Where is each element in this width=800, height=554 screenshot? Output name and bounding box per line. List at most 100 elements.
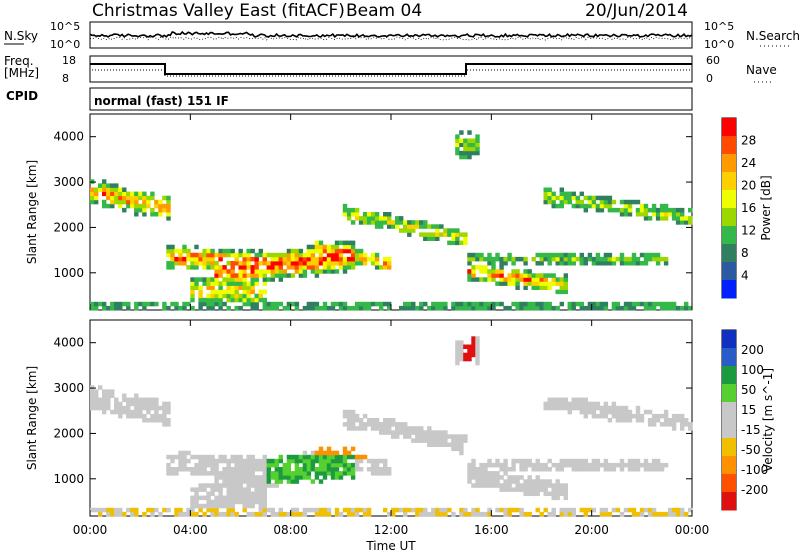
rti-cell xyxy=(98,401,103,407)
rti-cell xyxy=(282,273,287,278)
rti-cell xyxy=(194,499,199,505)
rti-cell xyxy=(663,216,669,221)
rti-cell xyxy=(383,256,388,262)
rti-cell xyxy=(587,409,593,415)
rti-cell xyxy=(387,511,392,517)
rti-cell xyxy=(174,248,179,254)
rti-cell xyxy=(383,216,388,221)
rti-cell xyxy=(387,256,392,262)
rti-cell xyxy=(599,301,605,307)
rti-cell xyxy=(250,305,255,311)
rti-cell xyxy=(130,199,135,205)
rti-cell xyxy=(579,305,584,311)
rti-cell xyxy=(274,301,279,307)
rti-cell xyxy=(278,301,283,307)
rti-cell xyxy=(310,450,316,456)
rti-cell xyxy=(250,289,255,295)
rti-cell xyxy=(130,195,135,201)
rti-cell xyxy=(314,301,320,307)
rti-cell xyxy=(583,413,588,419)
rti-cell xyxy=(90,305,95,311)
rti-cell xyxy=(439,442,444,447)
rti-cell xyxy=(234,256,239,262)
rti-cell xyxy=(495,252,500,258)
rti-cell xyxy=(475,352,480,358)
rti-cell xyxy=(182,462,187,468)
rti-cell xyxy=(266,475,271,480)
rti-cell xyxy=(547,285,552,290)
rti-cell xyxy=(278,454,283,460)
rti-cell xyxy=(511,281,516,286)
rti-cell xyxy=(643,203,649,209)
rti-cell xyxy=(266,479,271,484)
rti-cell xyxy=(198,261,203,266)
rti-cell xyxy=(98,397,103,403)
rti-cell xyxy=(314,454,320,460)
rti-cell xyxy=(214,503,219,509)
rti-cell xyxy=(439,224,444,229)
rti-cell xyxy=(491,261,496,266)
rti-cell xyxy=(194,285,199,290)
rti-cell xyxy=(206,462,211,468)
rti-cell xyxy=(198,503,203,509)
rti-cell xyxy=(455,240,460,246)
rti-cell xyxy=(334,261,340,266)
rti-cell xyxy=(571,467,576,472)
rti-cell xyxy=(643,261,649,266)
rti-cell xyxy=(134,191,139,197)
rti-cell xyxy=(451,446,456,452)
rti-cell xyxy=(591,301,597,307)
rti-cell xyxy=(150,397,155,403)
rti-cell xyxy=(114,191,119,197)
rti-cell xyxy=(511,475,516,480)
rti-cell xyxy=(322,256,328,262)
rti-cell xyxy=(354,207,360,213)
rti-cell xyxy=(146,507,151,513)
rti-cell xyxy=(302,273,308,278)
rti-cell xyxy=(479,252,484,258)
rti-cell xyxy=(491,265,496,270)
rti-cell xyxy=(318,244,324,250)
rti-cell xyxy=(531,467,536,472)
rti-cell xyxy=(555,462,560,468)
rti-cell xyxy=(294,265,300,270)
rti-cell xyxy=(298,471,304,476)
rti-cell xyxy=(198,483,203,488)
rti-cell xyxy=(354,256,360,262)
rti-cell xyxy=(118,305,123,311)
rti-cell xyxy=(290,454,296,460)
rti-cell xyxy=(254,277,259,282)
rti-cell xyxy=(383,462,388,468)
rti-cell xyxy=(684,418,689,423)
rti-cell xyxy=(471,340,476,345)
colorbar-tick-label: 16 xyxy=(741,201,756,215)
rti-cell xyxy=(330,269,336,274)
rti-cell xyxy=(290,248,296,254)
rti-cell xyxy=(158,199,163,205)
rti-cell xyxy=(226,293,231,299)
velocity-colorbar: Velocity [m s^-1] 2001005015-15-50-100-2… xyxy=(721,329,775,511)
rti-cell xyxy=(603,301,609,307)
rti-cell xyxy=(451,442,456,447)
rti-cell xyxy=(342,301,348,307)
rti-cell xyxy=(467,511,472,517)
rti-cell xyxy=(587,203,593,209)
rti-cell xyxy=(190,265,195,270)
rti-cell xyxy=(467,273,472,278)
rti-cell xyxy=(302,507,308,513)
rti-cell xyxy=(270,462,275,468)
rti-cell xyxy=(688,207,693,213)
rti-cell xyxy=(535,462,540,468)
rti-cell xyxy=(599,511,605,517)
rti-cell xyxy=(503,305,508,311)
rti-cell xyxy=(547,458,552,464)
rti-cell xyxy=(274,265,279,270)
rti-cell xyxy=(395,426,400,431)
rti-cell xyxy=(290,273,296,278)
rti-cell xyxy=(615,413,621,419)
rti-cell xyxy=(330,467,336,472)
rti-cell xyxy=(399,220,404,225)
rti-cell xyxy=(627,458,633,464)
rti-cell xyxy=(619,409,625,415)
rti-cell xyxy=(330,305,336,311)
